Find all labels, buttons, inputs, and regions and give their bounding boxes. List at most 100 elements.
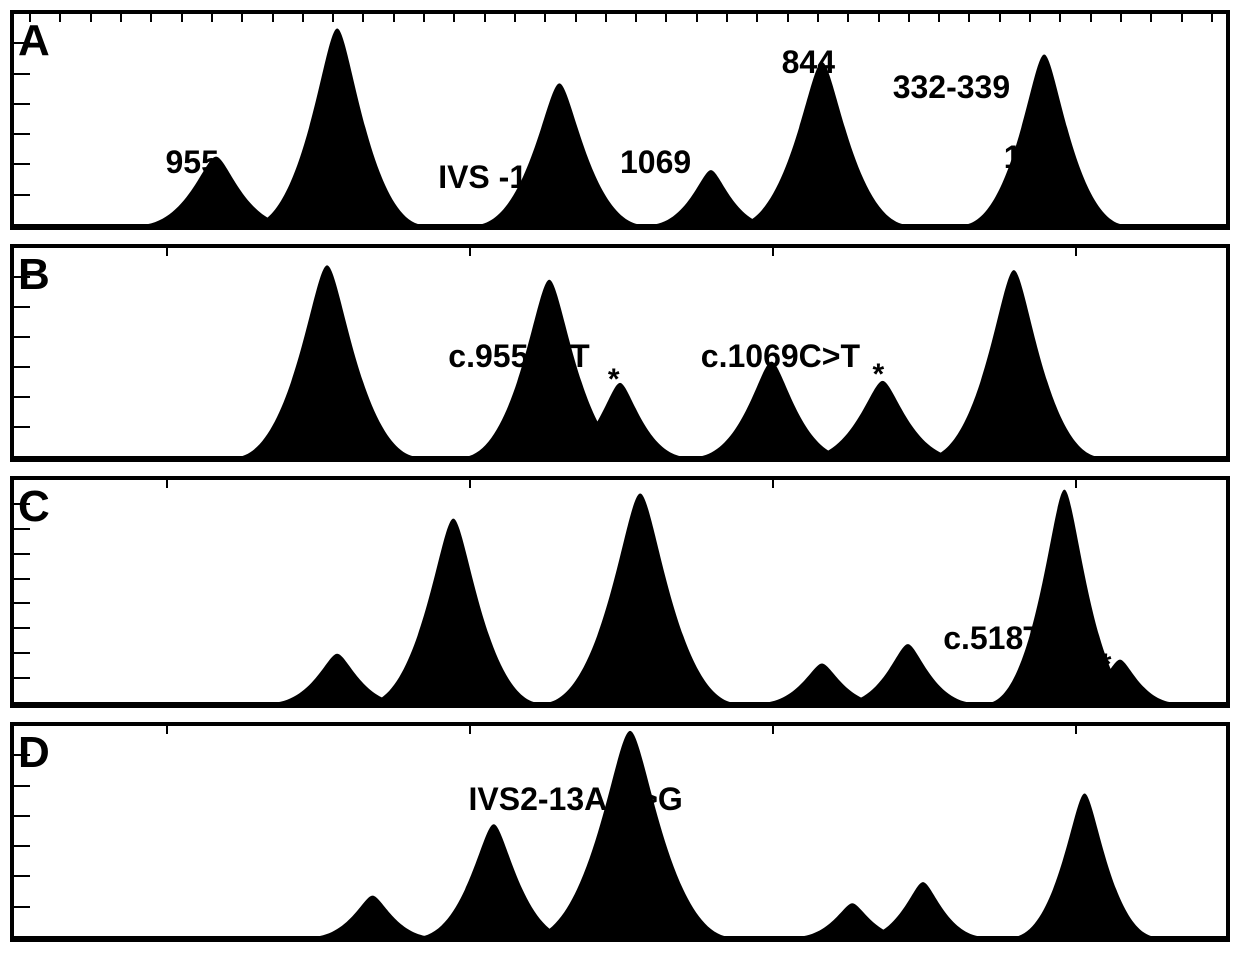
peak-annotation: IVS2-13A/C>G bbox=[469, 781, 683, 818]
peak-annotation: c.1069C>T bbox=[701, 338, 860, 375]
panel-a: A95592IVS -131069844332-3391518 bbox=[10, 10, 1230, 230]
x-tick bbox=[665, 14, 667, 22]
x-tick bbox=[1029, 14, 1031, 22]
peak bbox=[310, 896, 436, 937]
x-tick bbox=[999, 14, 1001, 22]
peak bbox=[475, 83, 645, 225]
y-tick bbox=[14, 845, 30, 847]
x-tick bbox=[332, 14, 334, 22]
x-tick bbox=[166, 248, 168, 256]
x-tick bbox=[90, 14, 92, 22]
electropherogram-trace bbox=[14, 726, 1226, 938]
x-tick bbox=[181, 14, 183, 22]
x-tick bbox=[544, 14, 546, 22]
x-tick bbox=[453, 14, 455, 22]
x-tick bbox=[393, 14, 395, 22]
electropherogram-trace bbox=[14, 14, 1226, 226]
panel-label: A bbox=[18, 16, 50, 66]
y-tick bbox=[14, 163, 30, 165]
x-tick bbox=[120, 14, 122, 22]
y-tick bbox=[14, 306, 30, 308]
x-tick bbox=[772, 726, 774, 734]
y-tick bbox=[14, 602, 30, 604]
x-tick bbox=[469, 248, 471, 256]
peak bbox=[528, 731, 732, 937]
x-tick bbox=[362, 14, 364, 22]
peak bbox=[1012, 793, 1157, 937]
x-tick bbox=[1090, 14, 1092, 22]
x-tick bbox=[166, 480, 168, 488]
x-tick bbox=[726, 14, 728, 22]
x-tick bbox=[59, 14, 61, 22]
peak bbox=[235, 265, 419, 457]
y-tick bbox=[14, 677, 30, 679]
x-tick bbox=[968, 14, 970, 22]
panel-label: C bbox=[18, 482, 50, 532]
peak-annotation: 1518 bbox=[1004, 139, 1075, 176]
peak-annotation: 92 bbox=[317, 109, 353, 146]
peak-annotation: IVS -13 bbox=[438, 159, 545, 196]
x-tick bbox=[772, 480, 774, 488]
y-tick bbox=[14, 133, 30, 135]
panel-label: D bbox=[18, 728, 50, 778]
peak bbox=[735, 62, 910, 225]
y-tick bbox=[14, 627, 30, 629]
y-tick bbox=[14, 906, 30, 908]
x-tick bbox=[878, 14, 880, 22]
x-tick bbox=[908, 14, 910, 22]
asterisk-marker: * bbox=[608, 363, 620, 397]
peak-annotation: 955 bbox=[166, 144, 219, 181]
y-tick bbox=[14, 578, 30, 580]
panel-c: Cc.518T>A * bbox=[10, 476, 1230, 708]
x-tick bbox=[272, 14, 274, 22]
x-tick bbox=[772, 248, 774, 256]
x-tick bbox=[484, 14, 486, 22]
x-tick bbox=[469, 726, 471, 734]
x-tick bbox=[787, 14, 789, 22]
panel-b: Bc.955C>T c.1069C>T * * bbox=[10, 244, 1230, 462]
y-tick bbox=[14, 336, 30, 338]
peak bbox=[416, 824, 571, 937]
x-tick bbox=[514, 14, 516, 22]
peak-annotation: 844 bbox=[782, 44, 835, 81]
x-tick bbox=[635, 14, 637, 22]
x-tick bbox=[211, 14, 213, 22]
x-tick bbox=[1075, 480, 1077, 488]
peak bbox=[927, 270, 1102, 457]
peak bbox=[694, 362, 849, 457]
x-tick bbox=[605, 14, 607, 22]
x-tick bbox=[847, 14, 849, 22]
peak bbox=[366, 519, 541, 703]
x-tick bbox=[423, 14, 425, 22]
x-tick bbox=[938, 14, 940, 22]
panel-d: D IVS2-13A/C>G bbox=[10, 722, 1230, 942]
x-tick bbox=[1059, 14, 1061, 22]
x-tick bbox=[241, 14, 243, 22]
x-tick bbox=[166, 726, 168, 734]
x-tick bbox=[1181, 14, 1183, 22]
peak bbox=[543, 494, 737, 703]
x-tick bbox=[1075, 248, 1077, 256]
y-tick bbox=[14, 103, 30, 105]
asterisk-marker: * bbox=[873, 358, 885, 392]
x-tick bbox=[1150, 14, 1152, 22]
y-tick bbox=[14, 553, 30, 555]
y-tick bbox=[14, 73, 30, 75]
y-tick bbox=[14, 875, 30, 877]
peak-annotation: c.955C>T bbox=[448, 338, 589, 375]
electropherogram-figure: A95592IVS -131069844332-3391518Bc.955C>T… bbox=[10, 10, 1230, 962]
peak bbox=[805, 381, 960, 457]
x-tick bbox=[1075, 726, 1077, 734]
y-tick bbox=[14, 366, 30, 368]
peak-annotation: c.518T>A bbox=[943, 620, 1084, 657]
y-tick bbox=[14, 785, 30, 787]
asterisk-marker: * bbox=[1100, 648, 1112, 682]
x-tick bbox=[302, 14, 304, 22]
x-tick bbox=[575, 14, 577, 22]
y-tick bbox=[14, 426, 30, 428]
x-tick bbox=[469, 480, 471, 488]
y-tick bbox=[14, 396, 30, 398]
panel-label: B bbox=[18, 250, 50, 300]
y-tick bbox=[14, 815, 30, 817]
y-tick bbox=[14, 652, 30, 654]
